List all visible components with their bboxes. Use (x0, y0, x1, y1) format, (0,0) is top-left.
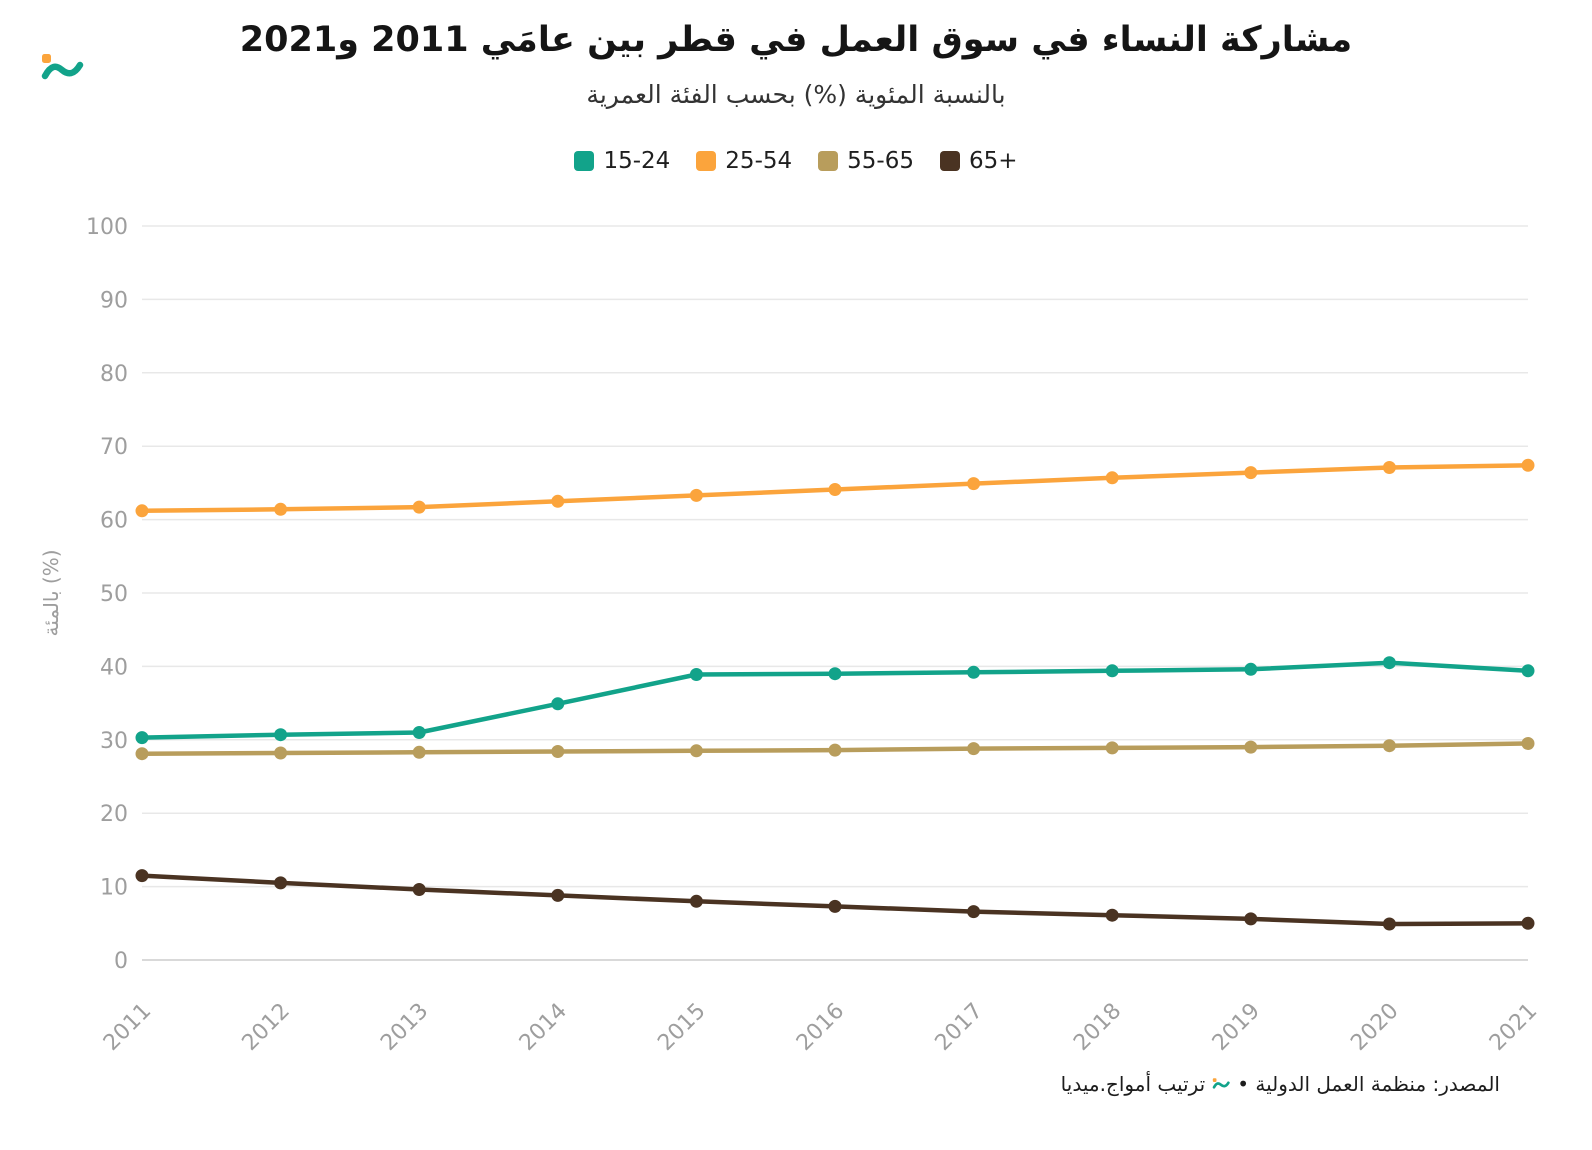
data-point-25-54-2014 (551, 494, 565, 508)
legend-swatch-55-65 (818, 151, 839, 171)
data-point-65+-2015 (689, 894, 703, 908)
x-tick-label: 2021 (1485, 999, 1542, 1056)
data-point-15-24-2015 (689, 668, 703, 681)
source-note: المصدر: منظمة العمل الدولية • ترتيب أموا… (1061, 1072, 1500, 1096)
data-point-55-65-2013 (412, 745, 426, 759)
data-point-55-65-2017 (967, 742, 981, 756)
data-point-25-54-2015 (689, 488, 703, 502)
data-point-55-65-2014 (551, 745, 565, 758)
data-point-65+-2012 (274, 876, 288, 890)
y-tick-label: 50 (100, 582, 128, 607)
data-point-15-24-2016 (828, 667, 842, 681)
data-point-65+-2013 (412, 883, 426, 896)
legend-item-65plus: 65+ (939, 148, 1018, 174)
y-tick-label: 60 (100, 509, 128, 534)
legend-label-65plus: 65+ (968, 148, 1018, 174)
data-point-25-54-2021 (1521, 458, 1535, 472)
chart-subtitle: بالنسبة المئوية (%) بحسب الفئة العمرية (586, 80, 1006, 109)
data-point-25-54-2011 (135, 504, 149, 518)
x-tick-label: 2011 (99, 999, 156, 1056)
legend-label-15-24: 15-24 (603, 148, 671, 174)
data-point-15-24-2013 (412, 726, 426, 739)
data-point-15-24-2017 (967, 665, 981, 679)
y-tick-label: 80 (100, 362, 128, 387)
y-tick-label: 90 (100, 288, 128, 313)
x-tick-label: 2017 (931, 999, 988, 1056)
data-point-55-65-2020 (1382, 739, 1396, 753)
series-line-65+ (139, 873, 1531, 927)
data-point-55-65-2016 (828, 743, 842, 757)
data-point-15-24-2014 (551, 697, 565, 711)
data-point-65+-2019 (1244, 912, 1258, 926)
data-point-15-24-2019 (1244, 662, 1258, 676)
legend-label-25-54: 25-54 (725, 148, 793, 174)
data-point-55-65-2012 (274, 746, 288, 760)
data-point-65+-2017 (967, 905, 981, 919)
x-tick-label: 2016 (792, 999, 849, 1056)
data-point-55-65-2011 (135, 747, 149, 761)
legend-label-55-65: 55-65 (847, 148, 914, 174)
logo-teal-wave (41, 61, 84, 80)
x-tick-label: 2012 (238, 999, 295, 1056)
x-tick-label: 2014 (515, 999, 572, 1056)
x-tick-label: 2013 (376, 999, 433, 1056)
x-tick-label: 2015 (653, 999, 710, 1056)
y-tick-label: 70 (100, 435, 128, 460)
data-point-65+-2016 (828, 899, 842, 913)
amwaj-logo-small (1212, 1077, 1230, 1091)
data-point-55-65-2019 (1244, 740, 1258, 754)
y-tick-label: 20 (100, 802, 128, 827)
data-point-55-65-2018 (1105, 741, 1119, 755)
legend-item-55-65: 55-65 (818, 148, 914, 174)
legend-swatch-25-54 (696, 151, 717, 171)
legend-swatch-65plus (939, 151, 960, 171)
data-point-15-24-2011 (135, 731, 149, 745)
data-point-55-65-2021 (1521, 737, 1535, 750)
x-tick-label: 2020 (1346, 999, 1403, 1056)
y-tick-label: 100 (86, 215, 128, 240)
source-text: المصدر: منظمة العمل الدولية • (1237, 1072, 1500, 1096)
amwaj-logo (40, 52, 84, 84)
data-point-65+-2018 (1105, 908, 1119, 922)
data-point-15-24-2012 (274, 728, 288, 742)
data-point-65+-2014 (551, 888, 565, 902)
x-tick-label: 2019 (1208, 999, 1265, 1056)
data-point-15-24-2018 (1105, 664, 1119, 678)
y-tick-label: 10 (100, 876, 128, 901)
x-tick-label: 2018 (1069, 999, 1126, 1056)
y-tick-label: 40 (100, 655, 128, 680)
credit-text: ترتيب أمواج.ميديا (1060, 1072, 1206, 1096)
data-point-65+-2011 (135, 869, 149, 883)
data-point-25-54-2012 (274, 502, 288, 516)
data-point-15-24-2020 (1382, 656, 1396, 670)
data-point-25-54-2018 (1105, 471, 1119, 485)
logo-orange-dot (42, 54, 51, 63)
data-point-25-54-2016 (828, 483, 842, 496)
data-point-55-65-2015 (689, 744, 703, 758)
y-tick-label: 30 (100, 729, 128, 754)
legend-item-25-54: 25-54 (696, 148, 792, 174)
data-point-65+-2021 (1521, 916, 1535, 930)
data-point-25-54-2017 (967, 477, 981, 491)
data-point-25-54-2013 (412, 500, 426, 514)
y-tick-label: 0 (114, 949, 128, 974)
legend: 15-24 25-54 55-65 65+ (0, 148, 1592, 174)
y-axis-title: بالمئة (%) (39, 549, 63, 636)
legend-swatch-15-24 (574, 151, 595, 171)
data-point-15-24-2021 (1521, 664, 1535, 678)
data-point-25-54-2020 (1382, 461, 1396, 474)
data-point-65+-2020 (1382, 917, 1396, 931)
chart-title: مشاركة النساء في سوق العمل في قطر بين عا… (239, 20, 1353, 60)
legend-item-15-24: 15-24 (574, 148, 670, 174)
data-point-25-54-2019 (1244, 466, 1258, 480)
